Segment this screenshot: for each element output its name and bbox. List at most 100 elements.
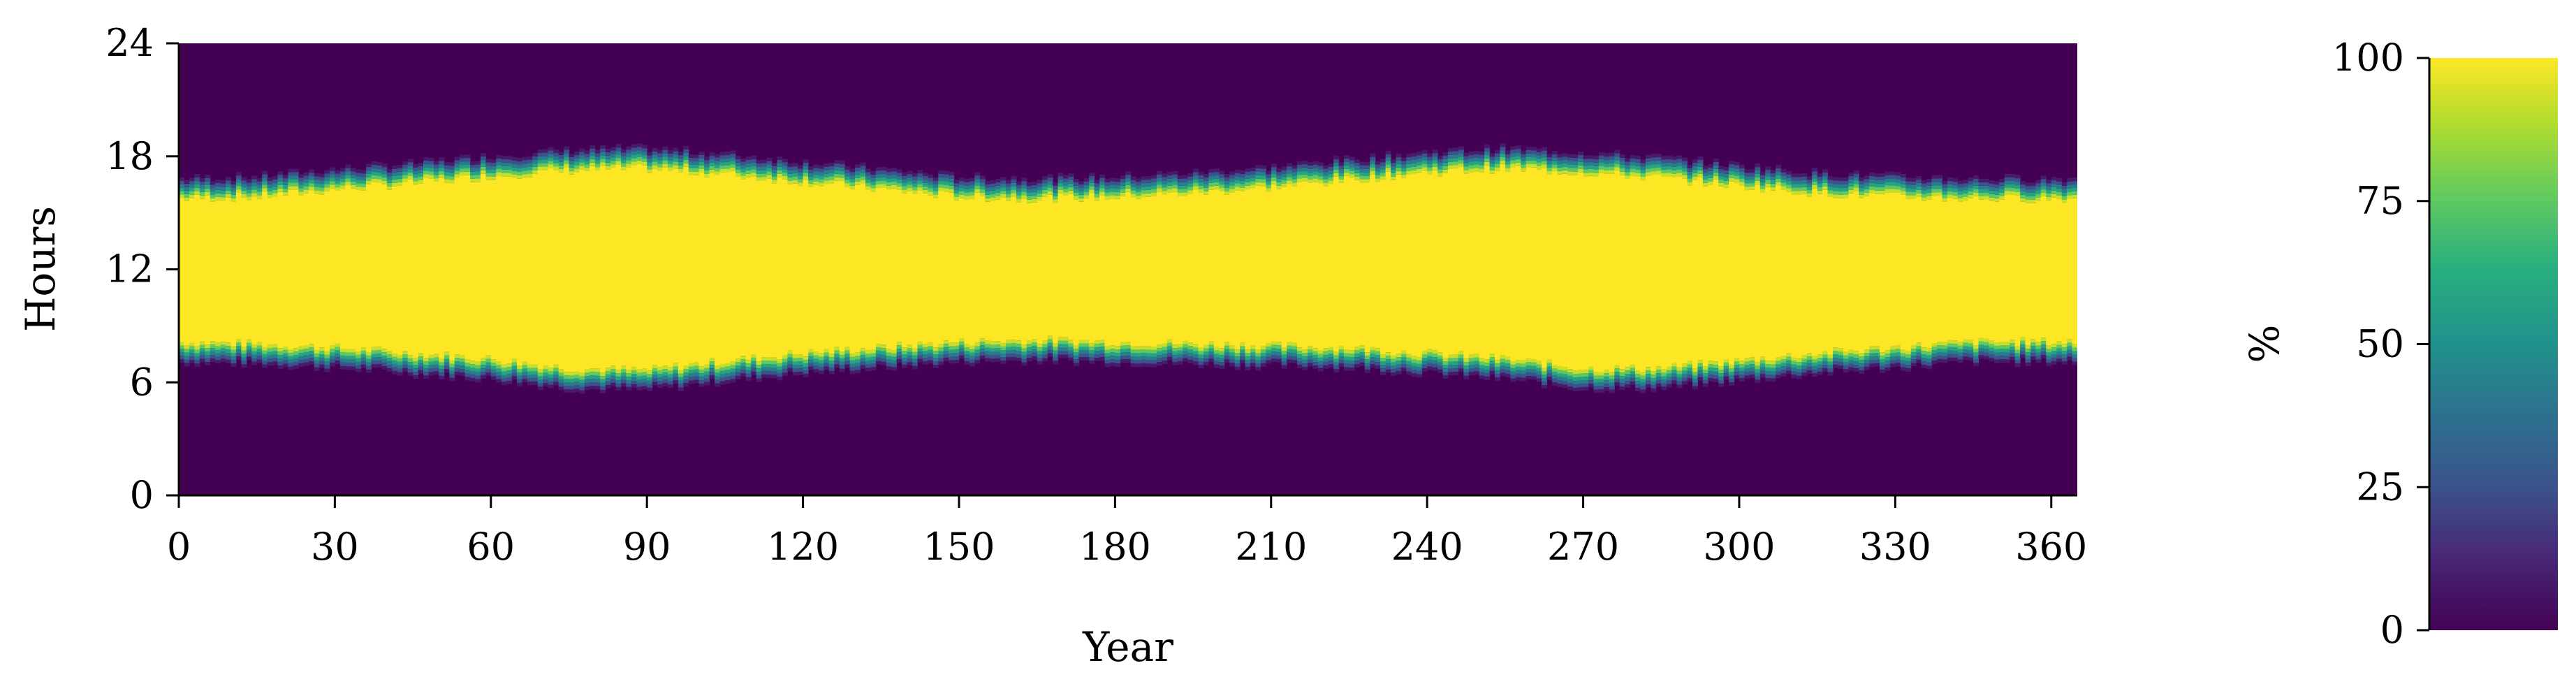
heatmap-cell-sunrise (1136, 356, 1142, 361)
heatmap-cell-sunset (194, 180, 200, 184)
heatmap-cell-sunrise (439, 365, 445, 370)
heatmap-cell-sunrise (678, 373, 684, 377)
heatmap-cell-sunset (719, 159, 726, 163)
heatmap-cell-sunrise (314, 356, 320, 361)
heatmap-cell-sunset (569, 163, 575, 168)
heatmap-cell-sunrise (1411, 370, 1417, 374)
heatmap-cell-sunset (293, 175, 299, 180)
heatmap-cell-sunset (246, 186, 252, 190)
heatmap-cell-day (1619, 175, 1625, 370)
heatmap-cell-sunset (386, 182, 393, 187)
heatmap-cell-sunrise (1432, 357, 1438, 361)
heatmap-cell-sunrise (392, 367, 398, 371)
heatmap-cell-sunset (1400, 175, 1407, 179)
heatmap-cell-sunset (314, 180, 320, 184)
heatmap-cell-sunrise (1718, 373, 1725, 377)
heatmap-cell-sunrise (1177, 357, 1183, 361)
heatmap-cell-sunset (709, 162, 715, 166)
heatmap-cell-sunset (1999, 189, 2005, 193)
heatmap-cell-sunrise (958, 344, 965, 349)
heatmap-cell-sunset (792, 163, 798, 167)
heatmap-cell-sunrise (480, 365, 486, 369)
heatmap-cell-sunset (522, 170, 528, 175)
heatmap-cell-sunset (1042, 180, 1048, 184)
heatmap-cell-day (2072, 198, 2077, 344)
heatmap-cell-sunset (979, 175, 986, 180)
heatmap-cell-sunrise (1931, 354, 1938, 358)
heatmap-cell-sunrise (1806, 363, 1813, 368)
heatmap-cell-sunrise (1037, 354, 1043, 358)
heatmap-cell-sunrise (511, 358, 518, 363)
heatmap-cell-sunrise (579, 379, 585, 384)
heatmap-cell-sunrise (475, 372, 481, 376)
heatmap-cell-sunset (636, 143, 643, 147)
heatmap-cell-sunrise (1827, 361, 1834, 365)
heatmap-cell-sunrise (371, 350, 377, 354)
heatmap-cell-sunrise (1380, 354, 1386, 358)
heatmap-cell-sunset (1880, 176, 1886, 180)
heatmap-cell-sunset (267, 191, 273, 195)
heatmap-cell-sunset (803, 159, 809, 163)
heatmap-cell-sunrise (990, 348, 996, 352)
heatmap-cell-sunrise (1521, 377, 1527, 381)
heatmap-cell-sunrise (782, 365, 788, 370)
heatmap-cell-sunset (1120, 185, 1126, 189)
heatmap-cell-sunrise (620, 365, 627, 370)
heatmap-cell-sunset (824, 163, 830, 167)
heatmap-cell-sunset (423, 174, 430, 178)
heatmap-cell-sunset (1889, 185, 1896, 189)
heatmap-cell-sunrise (1183, 344, 1189, 348)
heatmap-cell-sunrise (356, 351, 362, 355)
heatmap-cell-sunrise (902, 364, 908, 368)
heatmap-cell-sunrise (1479, 358, 1485, 362)
heatmap-cell-sunrise (1494, 374, 1501, 377)
heatmap-cell-sunrise (553, 364, 559, 368)
heatmap-cell-sunset (839, 170, 845, 175)
heatmap-cell-sunrise (865, 368, 871, 372)
heatmap-cell-sunset (1827, 183, 1834, 187)
heatmap-cell-sunset (1853, 184, 1859, 188)
heatmap-cell-sunrise (735, 365, 741, 369)
heatmap-cell-sunset (1864, 186, 1870, 190)
heatmap-cell-sunset (2014, 182, 2021, 186)
heatmap-cell-sunset (1229, 178, 1236, 182)
heatmap-cell-sunset (1942, 194, 1948, 198)
heatmap-cell-sunrise (2025, 356, 2031, 360)
heatmap-cell-day (969, 198, 975, 346)
heatmap-cell-sunset (2056, 184, 2063, 189)
heatmap-cell-sunrise (215, 353, 221, 357)
heatmap-cell-sunrise (1287, 345, 1293, 349)
heatmap-cell-sunrise (2046, 349, 2052, 353)
heatmap-cell-sunset (1172, 174, 1178, 178)
heatmap-cell-sunrise (1183, 354, 1189, 358)
heatmap-cell-sunset (2056, 191, 2063, 196)
heatmap-cell-sunset (1385, 164, 1391, 168)
heatmap-cell-sunset (1042, 189, 1048, 194)
heatmap-cell-sunset (938, 187, 944, 191)
heatmap-cell-sunset (360, 173, 367, 177)
heatmap-cell-sunrise (1572, 388, 1579, 392)
heatmap-cell-sunrise (1993, 342, 2000, 346)
heatmap-cell-sunset (1776, 182, 1782, 186)
heatmap-cell-sunrise (2010, 356, 2016, 361)
heatmap-cell-day (2010, 194, 2016, 340)
heatmap-cell-sunset (1349, 157, 1355, 161)
heatmap-cell-sunrise (256, 345, 263, 349)
heatmap-cell-sunset (730, 164, 736, 168)
heatmap-cell-sunrise (251, 358, 258, 362)
heatmap-cell-day (1489, 173, 1495, 354)
heatmap-cell-day (844, 187, 851, 347)
heatmap-cell-sunrise (798, 358, 804, 362)
heatmap-cell-sunrise (761, 367, 768, 371)
heatmap-cell-sunset (1676, 155, 1683, 159)
heatmap-cell-day (647, 173, 653, 371)
heatmap-cell-sunrise (470, 364, 476, 368)
heatmap-cell-sunrise (1505, 367, 1511, 371)
heatmap-cell-sunset (1916, 189, 1922, 194)
heatmap-cell-sunset (246, 182, 252, 187)
heatmap-cell-sunrise (1999, 345, 2005, 349)
heatmap-cell-sunset (1032, 188, 1038, 192)
heatmap-cell-sunset (1364, 172, 1370, 176)
heatmap-cell-sunset (839, 167, 845, 171)
heatmap-cell-sunset (724, 158, 731, 162)
